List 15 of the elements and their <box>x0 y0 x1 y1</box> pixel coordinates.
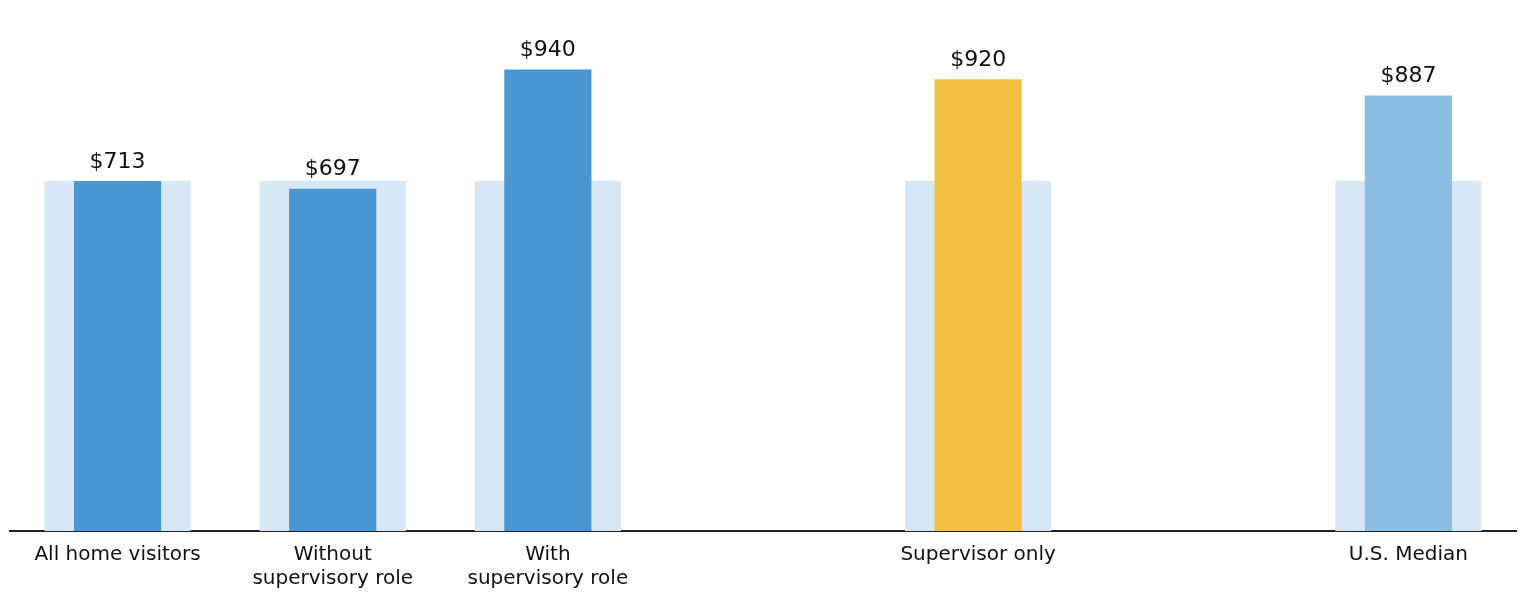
bar <box>289 188 377 531</box>
data-label: $940 <box>519 36 576 62</box>
bar <box>504 69 592 531</box>
x-tick-label: With supervisory role <box>467 541 629 590</box>
x-tick-label: All home visitors <box>34 541 201 566</box>
x-tick-label: Without supervisory role <box>252 541 414 590</box>
data-label: $697 <box>304 155 361 181</box>
x-tick-label: Supervisor only <box>900 541 1057 566</box>
data-label: $887 <box>1380 62 1437 88</box>
data-label: $920 <box>950 46 1007 71</box>
bar <box>934 79 1022 531</box>
data-label: $713 <box>89 147 146 173</box>
bar <box>74 180 162 531</box>
x-tick-label: U.S. Median <box>1348 541 1469 566</box>
bar <box>1364 95 1452 531</box>
